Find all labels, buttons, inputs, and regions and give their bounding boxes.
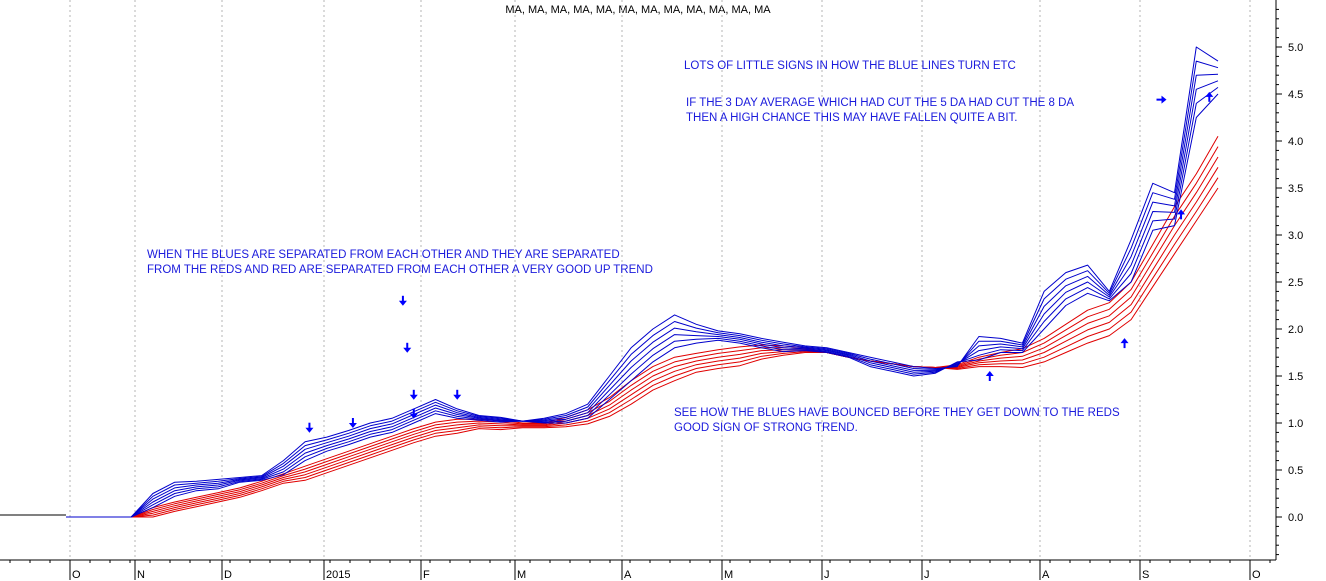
short-ma-line-1 <box>66 60 1219 518</box>
annotation-bounce-line2: GOOD SIGN OF STRONG TREND. <box>674 422 858 434</box>
short-ma-line-2 <box>66 73 1219 518</box>
long-ma-line-0 <box>66 136 1219 518</box>
long-ma-line-5 <box>66 187 1219 518</box>
short-ma-line-0 <box>66 46 1219 518</box>
x-tick-label-3: 2015 <box>326 569 350 581</box>
x-tick-label-2: D <box>224 569 232 581</box>
annotation-signs: LOTS OF LITTLE SIGNS IN HOW THE BLUE LIN… <box>684 60 1016 72</box>
x-tick-label-11: S <box>1142 569 1149 581</box>
x-tick-label-0: O <box>72 569 81 581</box>
y-tick-label-4: 3.0 <box>1288 230 1303 242</box>
arrow-down-4 <box>409 389 418 400</box>
y-tick-label-9: 0.5 <box>1288 465 1303 477</box>
y-tick-label-2: 4.0 <box>1288 136 1303 148</box>
x-tick-label-12: O <box>1252 569 1261 581</box>
x-tick-label-7: M <box>724 569 733 581</box>
short-ma-line-5 <box>66 93 1219 518</box>
arrow-down-5 <box>409 408 418 419</box>
x-tick-label-4: F <box>423 569 430 581</box>
short-ma-series-group <box>66 46 1219 518</box>
annotation-3day-line1: IF THE 3 DAY AVERAGE WHICH HAD CUT THE 5… <box>686 97 1075 109</box>
y-tick-label-1: 4.5 <box>1288 89 1303 101</box>
arrow-up-7 <box>985 371 994 381</box>
x-tick-label-9: J <box>924 569 930 581</box>
short-ma-line-4 <box>66 86 1219 518</box>
long-ma-series-group <box>66 136 1219 518</box>
x-axis: O N D 2015 F M A M J J A S O <box>0 559 1276 581</box>
arrow-right-11 <box>1156 95 1167 104</box>
long-ma-line-2 <box>66 156 1219 518</box>
chart-title: MA, MA, MA, MA, MA, MA, MA, MA, MA, MA, … <box>505 4 771 16</box>
x-tick-label-5: M <box>517 569 526 581</box>
annotation-3day-line2: THEN A HIGH CHANCE THIS MAY HAVE FALLEN … <box>686 112 1018 124</box>
annotation-bounce-line1: SEE HOW THE BLUES HAVE BOUNCED BEFORE TH… <box>674 407 1120 419</box>
arrow-markers <box>305 91 1214 433</box>
arrow-up-8 <box>1120 338 1129 349</box>
annotation-uptrend-line1: WHEN THE BLUES ARE SEPARATED FROM EACH O… <box>147 249 620 261</box>
long-ma-line-4 <box>66 177 1219 518</box>
arrow-down-1 <box>348 418 357 428</box>
arrow-down-6 <box>453 389 462 400</box>
x-tick-label-8: J <box>824 569 830 581</box>
y-axis: 5.0 4.5 4.0 3.5 3.0 2.5 2.0 1.5 1.0 0.5 0.0 <box>1275 0 1303 560</box>
arrow-down-3 <box>403 342 412 353</box>
y-tick-label-3: 3.5 <box>1288 183 1303 195</box>
arrow-up-10 <box>1205 91 1214 102</box>
annotation-uptrend-line2: FROM THE REDS AND RED ARE SEPARATED FROM… <box>147 264 653 276</box>
x-tick-label-6: A <box>624 569 632 581</box>
grid-lines <box>0 0 1251 560</box>
y-tick-label-0: 5.0 <box>1288 42 1303 54</box>
x-tick-label-1: N <box>137 569 145 581</box>
y-tick-label-7: 1.5 <box>1288 371 1303 383</box>
y-tick-label-10: 0.0 <box>1288 512 1303 524</box>
short-ma-line-3 <box>66 80 1219 518</box>
arrow-down-2 <box>398 295 407 306</box>
y-tick-label-8: 1.0 <box>1288 418 1303 430</box>
long-ma-line-1 <box>66 146 1219 518</box>
arrow-down-0 <box>305 422 314 433</box>
y-tick-label-6: 2.0 <box>1288 324 1303 336</box>
x-tick-label-10: A <box>1042 569 1050 581</box>
arrow-up-9 <box>1177 209 1186 220</box>
y-tick-label-5: 2.5 <box>1288 277 1303 289</box>
long-ma-line-3 <box>66 167 1219 518</box>
